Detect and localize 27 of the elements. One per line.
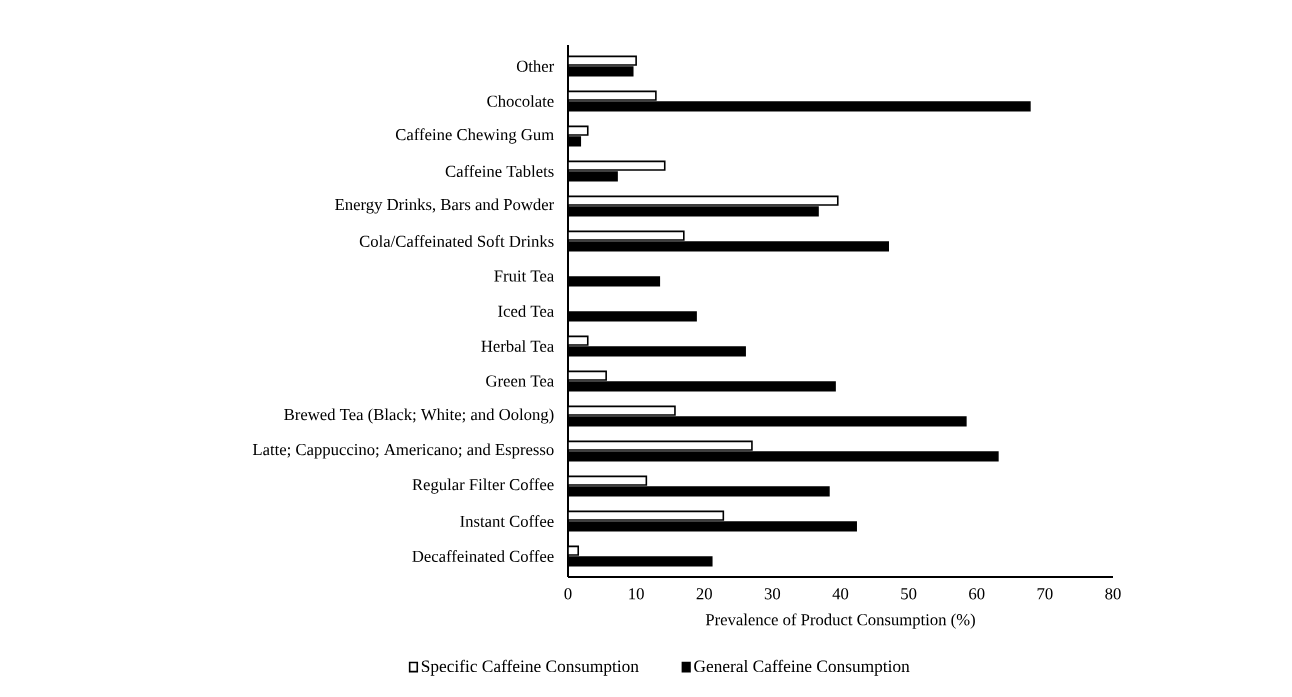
- y-tick-label: Herbal Tea: [481, 340, 554, 352]
- x-tick-label: 10: [629, 588, 644, 600]
- y-tick-label: Energy Drinks, Bars and Powder: [335, 198, 555, 214]
- x-tick-label: 50: [901, 588, 917, 600]
- y-tick-label: Cola/Caffeinated Soft Drinks: [359, 235, 554, 247]
- legend-label: Specific Caffeine Consumption: [421, 659, 639, 676]
- y-tick-label: Caffeine Tablets: [445, 165, 554, 177]
- x-tick-label: 60: [969, 588, 985, 600]
- x-tick-label: 80: [1105, 588, 1121, 600]
- x-tick-label: 40: [832, 588, 849, 600]
- y-tick-label: Instant Coffee: [460, 515, 554, 527]
- y-tick-label: Brewed Tea (Black; White; and Oolong): [284, 408, 554, 424]
- x-tick-label: 30: [764, 588, 781, 600]
- legend-label: General Caffeine Consumption: [694, 659, 910, 676]
- y-tick-label: Latte; Cappuccino; Americano; and Espresso: [252, 443, 554, 459]
- y-tick-label: Iced Tea: [498, 305, 554, 317]
- y-tick-label: Decaffeinated Coffee: [412, 550, 554, 562]
- y-tick-label: Other: [516, 60, 555, 72]
- x-axis-title: Prevalence of Product Consumption (%): [705, 613, 975, 629]
- y-tick-label: Caffeine Chewing Gum: [395, 128, 554, 144]
- y-tick-label: Regular Filter Coffee: [412, 478, 554, 494]
- y-tick-label: Fruit Tea: [494, 270, 554, 282]
- x-tick-label: 70: [1037, 588, 1053, 600]
- y-tick-label: Green Tea: [486, 375, 554, 387]
- y-tick-label: Chocolate: [487, 95, 554, 107]
- x-tick-label: 20: [696, 588, 712, 600]
- x-tick-label: 0: [564, 588, 572, 600]
